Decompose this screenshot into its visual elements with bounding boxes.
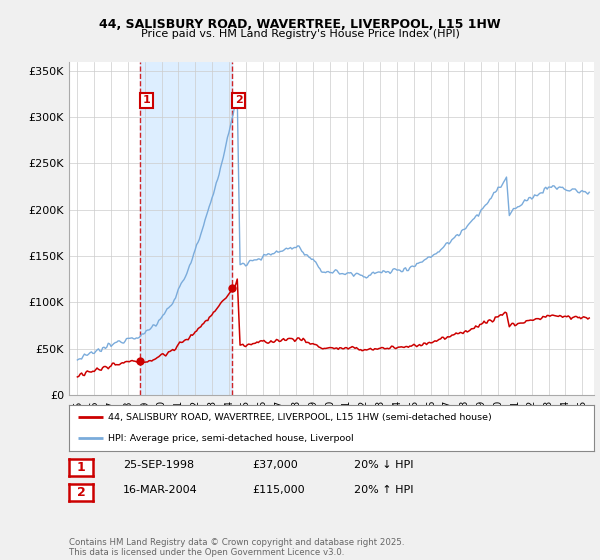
- Text: 1: 1: [77, 461, 85, 474]
- Text: 20% ↑ HPI: 20% ↑ HPI: [354, 485, 413, 495]
- Text: 44, SALISBURY ROAD, WAVERTREE, LIVERPOOL, L15 1HW (semi-detached house): 44, SALISBURY ROAD, WAVERTREE, LIVERPOOL…: [109, 413, 492, 422]
- Text: 1: 1: [143, 95, 151, 105]
- Text: Price paid vs. HM Land Registry's House Price Index (HPI): Price paid vs. HM Land Registry's House …: [140, 29, 460, 39]
- Text: 44, SALISBURY ROAD, WAVERTREE, LIVERPOOL, L15 1HW: 44, SALISBURY ROAD, WAVERTREE, LIVERPOOL…: [99, 18, 501, 31]
- Text: £37,000: £37,000: [252, 460, 298, 470]
- Text: 2: 2: [77, 486, 85, 500]
- Text: £115,000: £115,000: [252, 485, 305, 495]
- Text: 16-MAR-2004: 16-MAR-2004: [123, 485, 198, 495]
- Text: 2: 2: [235, 95, 242, 105]
- Text: Contains HM Land Registry data © Crown copyright and database right 2025.
This d: Contains HM Land Registry data © Crown c…: [69, 538, 404, 557]
- Bar: [140, 62, 232, 395]
- Text: 20% ↓ HPI: 20% ↓ HPI: [354, 460, 413, 470]
- Text: 25-SEP-1998: 25-SEP-1998: [123, 460, 194, 470]
- Text: HPI: Average price, semi-detached house, Liverpool: HPI: Average price, semi-detached house,…: [109, 434, 354, 443]
